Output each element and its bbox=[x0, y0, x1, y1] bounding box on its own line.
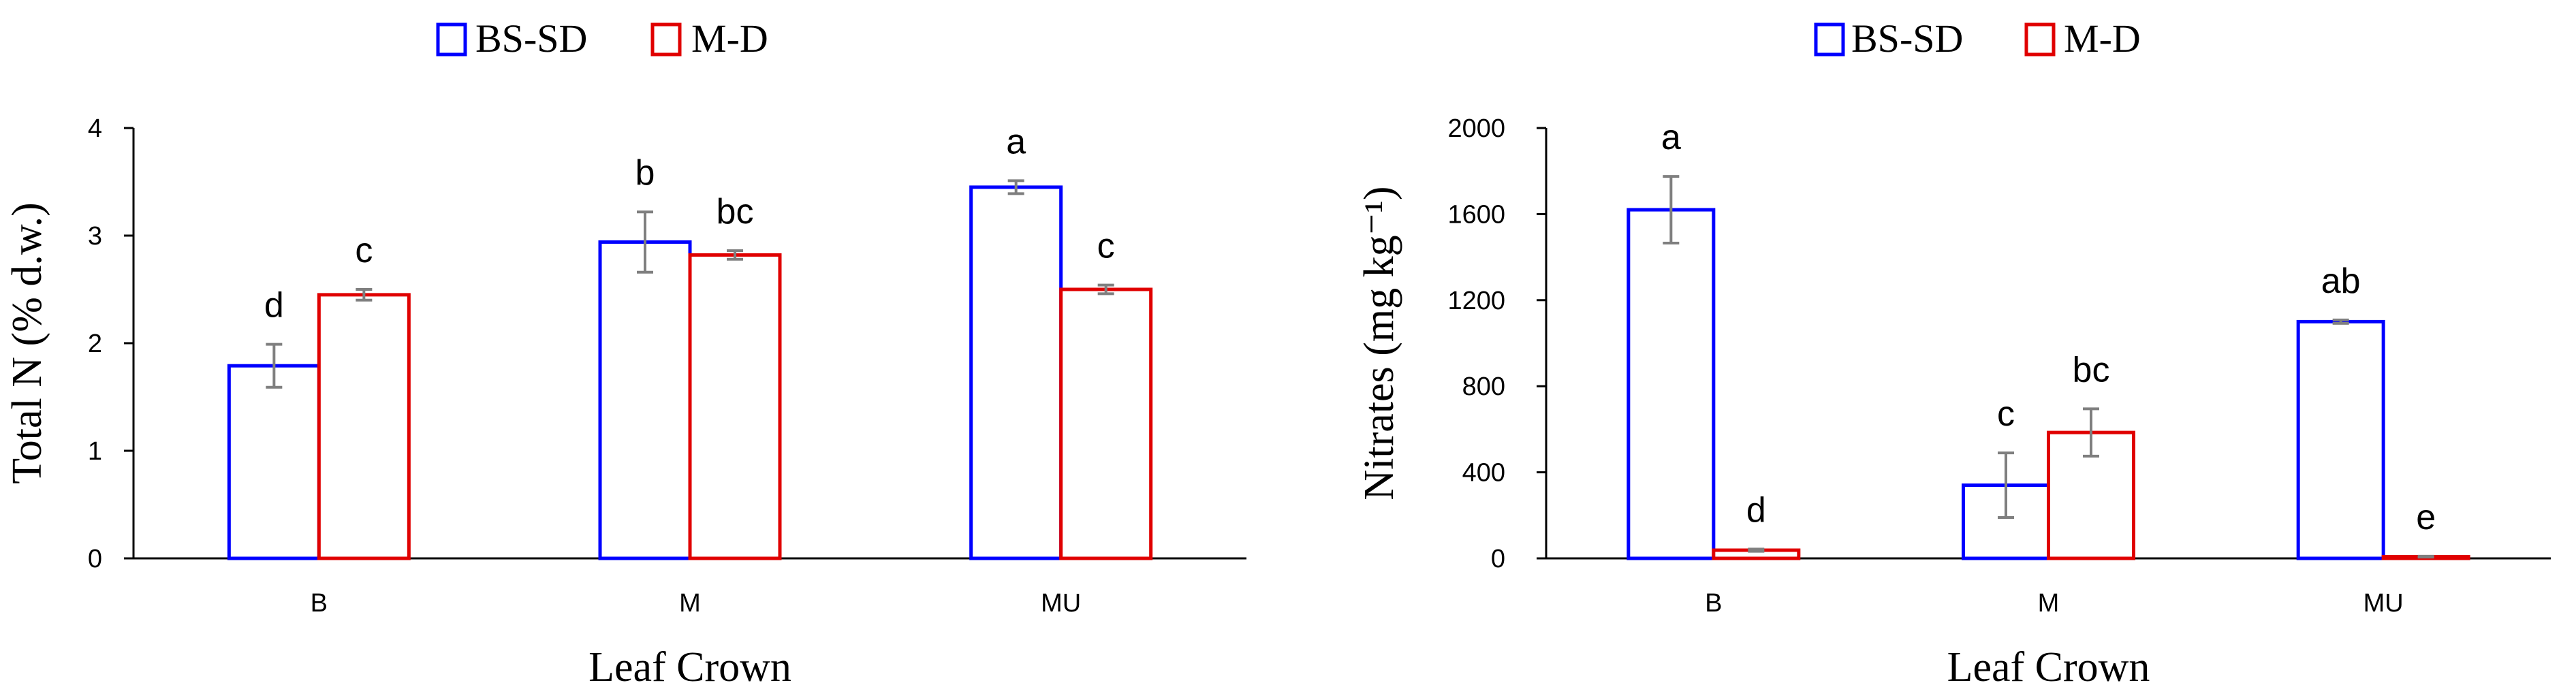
bar-BS-SD-M bbox=[598, 240, 692, 560]
legend-label: M-D bbox=[691, 16, 768, 61]
x-tick-label: M bbox=[2038, 589, 2060, 618]
x-axis-title: Leaf Crown bbox=[588, 644, 791, 690]
x-tick-label: B bbox=[311, 589, 328, 618]
bar-M-D-B bbox=[317, 293, 411, 560]
bar-BS-SD-B bbox=[227, 364, 321, 560]
y-tick-label: 1 bbox=[88, 437, 102, 466]
significance-label: b bbox=[635, 153, 655, 193]
legend-label: BS-SD bbox=[475, 16, 587, 61]
significance-label: a bbox=[1661, 118, 1681, 157]
x-tick-label: M bbox=[679, 589, 701, 618]
chart-panel-1: 0 400 800 1200 1600 2000 Ba d Mc bc MU ab e Leaf Crow… bbox=[1356, 16, 2551, 690]
bar-BS-SD-B bbox=[1627, 208, 1716, 560]
significance-label: d bbox=[264, 286, 284, 325]
y-axis-title: Total N (% d.w.) bbox=[4, 202, 50, 483]
legend-swatch-M-D bbox=[650, 22, 682, 57]
x-tick-label: MU bbox=[1041, 589, 1081, 618]
x-axis-title: Leaf Crown bbox=[1947, 644, 2150, 690]
significance-label: bc bbox=[2073, 350, 2110, 389]
y-tick-label: 0 bbox=[88, 545, 102, 573]
significance-label: bc bbox=[717, 192, 754, 232]
legend-swatch-BS-SD bbox=[436, 22, 467, 57]
y-tick-label: 1600 bbox=[1447, 200, 1505, 229]
y-tick-label: 4 bbox=[88, 114, 102, 143]
bar-M-D-MU bbox=[1059, 287, 1153, 560]
significance-label: c bbox=[355, 231, 373, 270]
bar-BS-SD-MU bbox=[969, 185, 1063, 560]
y-tick-label: 400 bbox=[1462, 459, 1505, 488]
significance-label: a bbox=[1006, 122, 1026, 161]
x-tick-label: MU bbox=[2363, 589, 2404, 618]
y-tick-label: 0 bbox=[1491, 545, 1505, 573]
bar-M-D-M bbox=[688, 253, 782, 560]
x-tick-label: B bbox=[1705, 589, 1722, 618]
bar-BS-SD-MU bbox=[2296, 319, 2385, 560]
significance-label: c bbox=[1097, 227, 1115, 266]
y-tick-label: 1200 bbox=[1447, 287, 1505, 315]
legend-swatch-BS-SD bbox=[1814, 22, 1845, 57]
significance-label: ab bbox=[2321, 261, 2361, 301]
legend-label: BS-SD bbox=[1851, 16, 1963, 61]
significance-label: d bbox=[1746, 490, 1766, 530]
y-tick-label: 800 bbox=[1462, 372, 1505, 401]
y-tick-label: 2000 bbox=[1447, 114, 1505, 143]
y-tick-label: 3 bbox=[88, 222, 102, 251]
legend-swatch-M-D bbox=[2024, 22, 2056, 57]
y-tick-label: 2 bbox=[88, 330, 102, 358]
legend-label: M-D bbox=[2064, 16, 2141, 61]
significance-label: c bbox=[1997, 394, 2015, 434]
significance-label: e bbox=[2416, 498, 2436, 537]
y-axis-title: Nitrates (mg kg⁻¹) bbox=[1356, 186, 1402, 500]
chart-panel-0: 0 1 2 3 4 Bd c Mb bc MU a c Leaf Crown Total N (% d.w… bbox=[4, 16, 1246, 690]
